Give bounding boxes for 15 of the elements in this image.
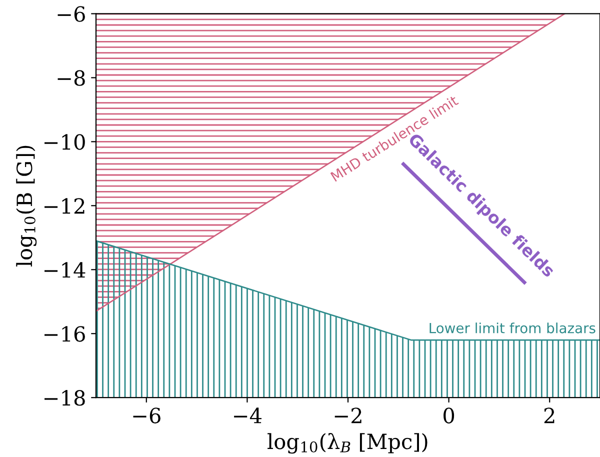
y-tick-label: −12 — [44, 198, 84, 214]
x-tick-label: 0 — [444, 408, 454, 424]
x-tick-label: −2 — [334, 408, 362, 424]
y-tick-label: −16 — [44, 326, 85, 342]
y-tick-label: −6 — [58, 6, 85, 22]
x-tick-label: −4 — [234, 408, 262, 424]
series-label: Lower limit from blazars — [430, 322, 596, 334]
x-tick-label: 2 — [544, 408, 554, 424]
y-axis-title: log$_{10}$(B [G]) — [16, 146, 37, 267]
y-tick-label: −8 — [58, 70, 85, 86]
y-tick-label: −18 — [44, 390, 85, 406]
y-tick-label: −10 — [44, 134, 85, 150]
x-tick-label: −6 — [133, 408, 160, 424]
x-axis-title: log$_{10}$(λ$_{B}$ [Mpc]) — [268, 433, 428, 454]
y-tick-label: −14 — [44, 262, 86, 278]
